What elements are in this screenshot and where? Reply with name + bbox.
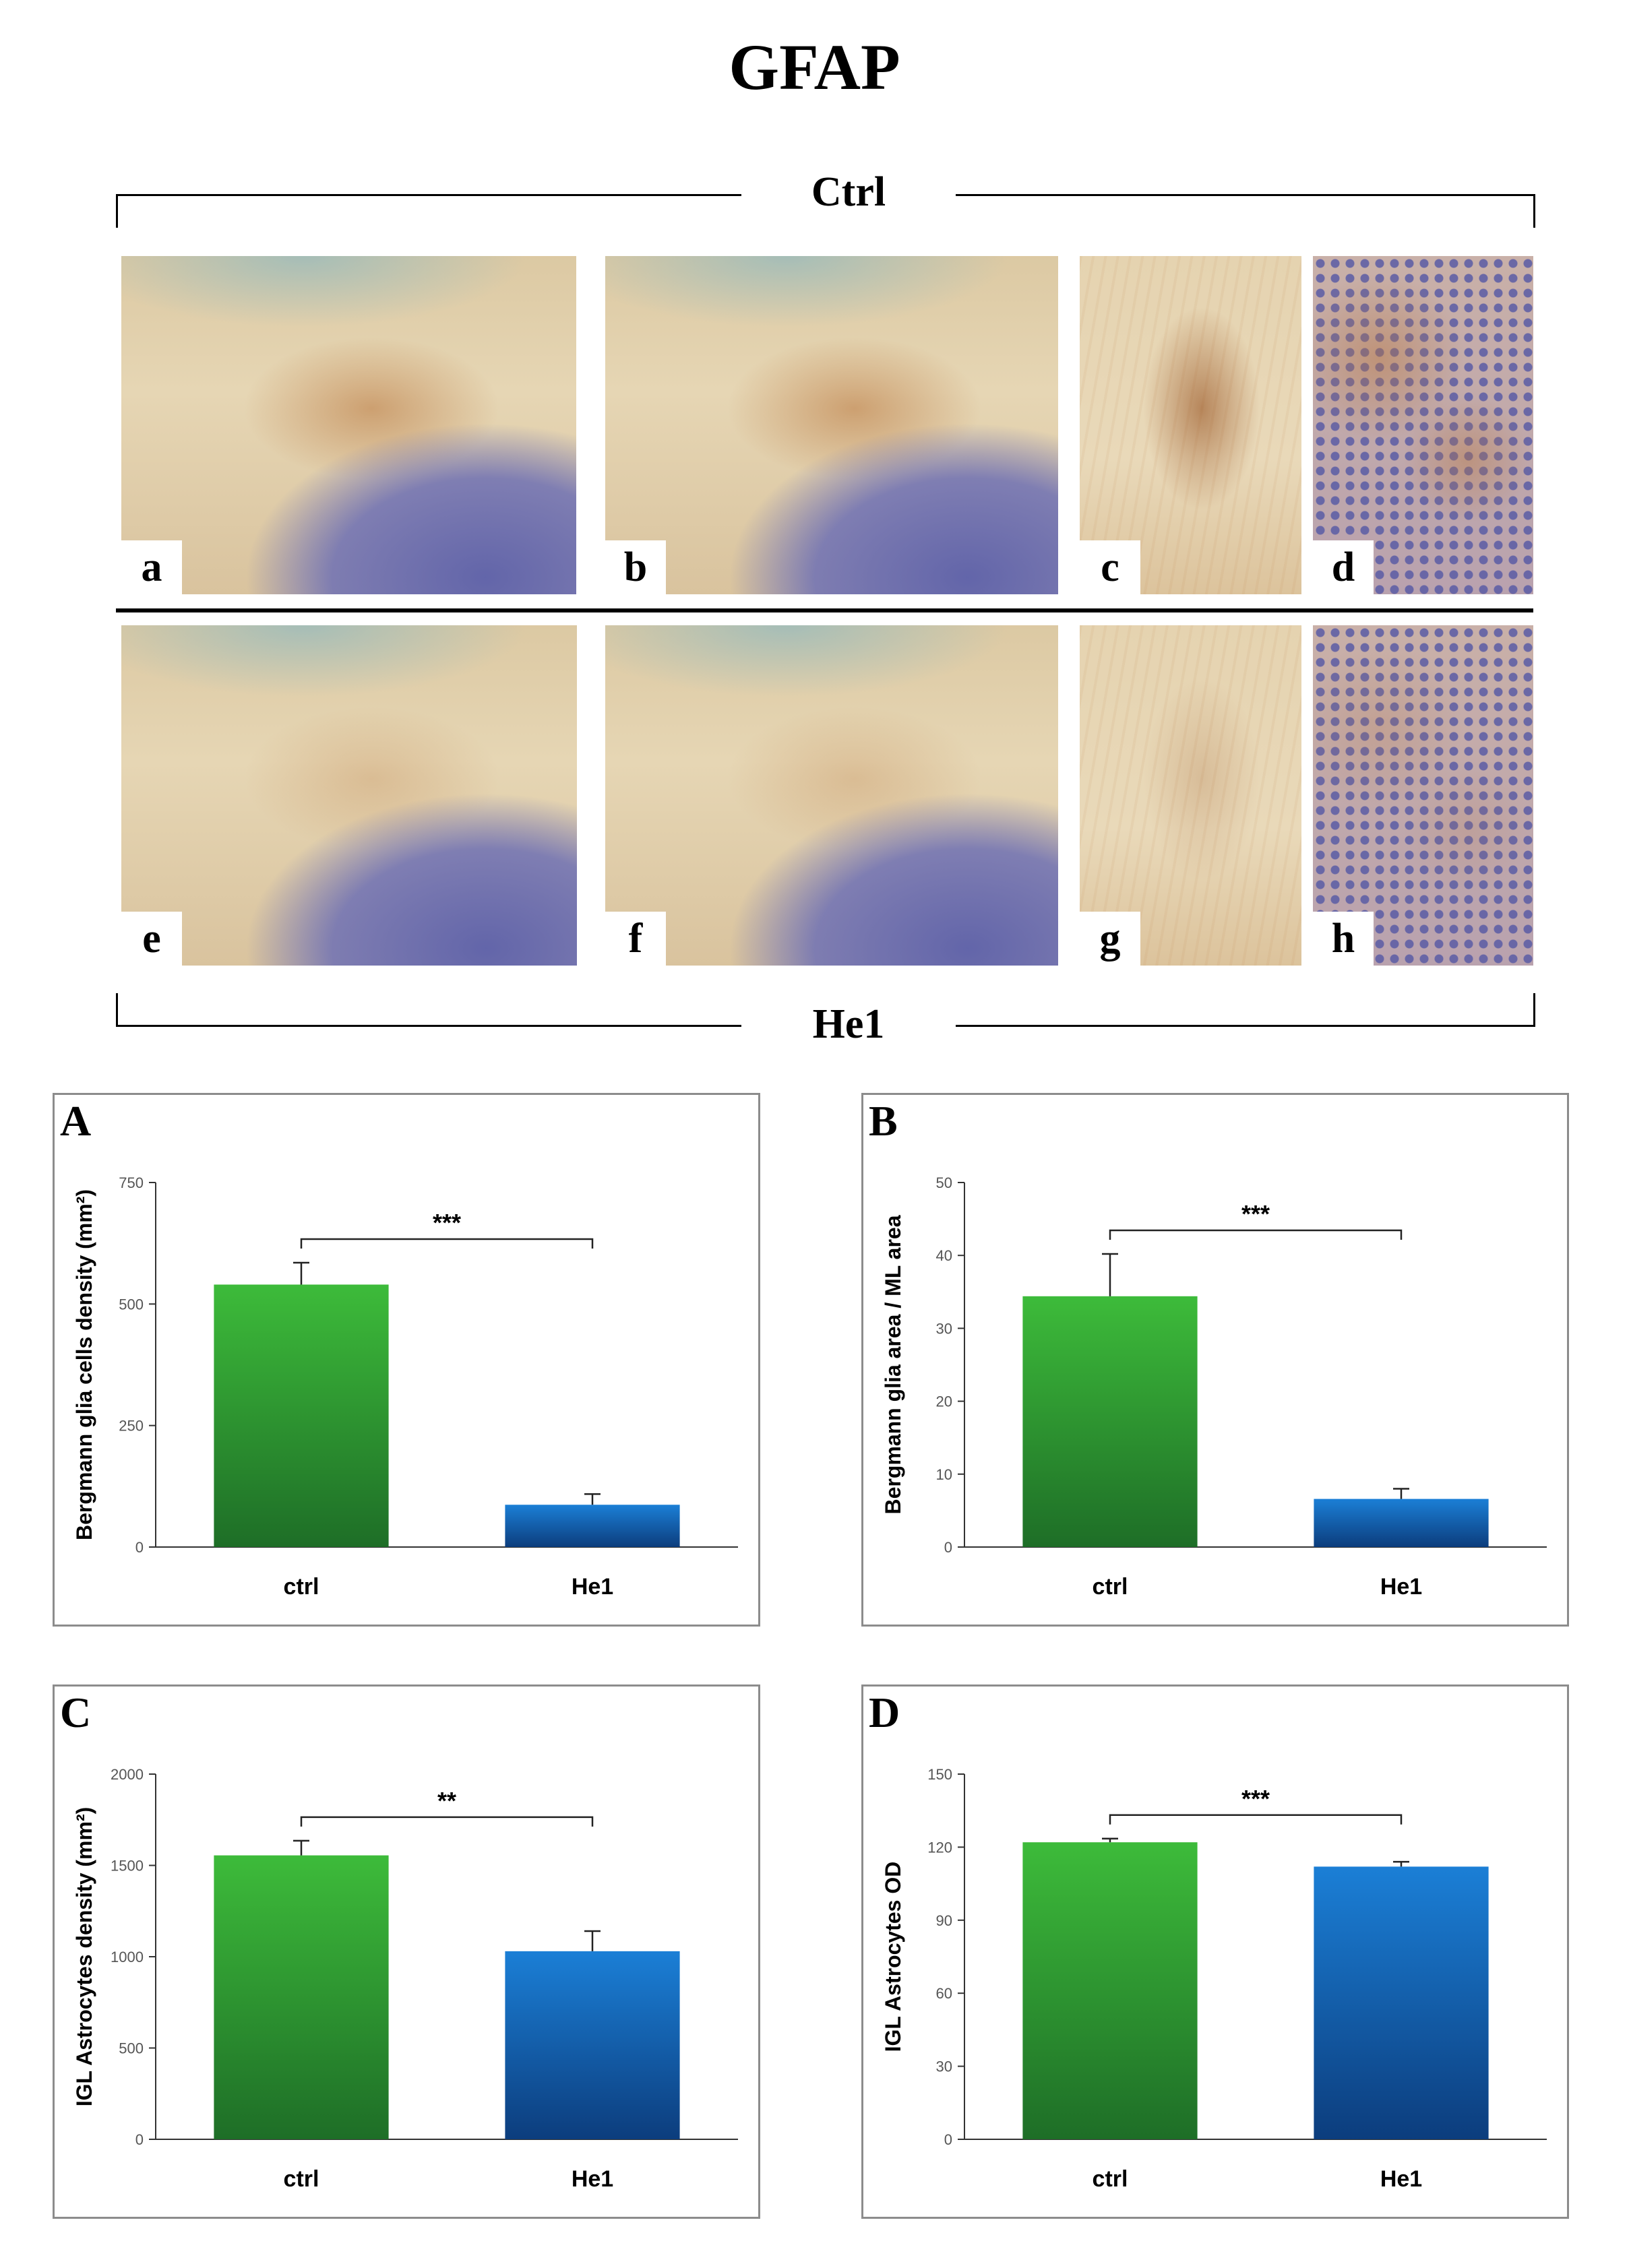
significance-label: ***	[433, 1209, 461, 1236]
micrograph-h: h	[1313, 625, 1533, 966]
y-tick-label: 150	[927, 1766, 952, 1783]
significance-label: ***	[1241, 1785, 1270, 1813]
micrograph-image	[121, 256, 576, 594]
y-tick-label: 90	[936, 1912, 952, 1929]
chart-letter: B	[869, 1097, 898, 1145]
x-category-label: ctrl	[284, 2166, 319, 2192]
bar-ctrl	[1022, 1296, 1198, 1547]
panel-letter: c	[1080, 540, 1140, 594]
y-tick-label: 500	[119, 2040, 144, 2057]
y-tick-label: 60	[936, 1985, 952, 2002]
bar-He1	[505, 1951, 680, 2139]
micrograph-f: f	[605, 625, 1058, 966]
chart-panel-A: A 0 250 500 750 Bergmann glia cells density …	[53, 1093, 760, 1627]
bar-He1	[1314, 1866, 1489, 2139]
bar-He1	[1314, 1499, 1489, 1547]
y-axis-label: IGL Astrocytes density (mm²)	[72, 1807, 96, 2107]
y-tick-label: 0	[944, 2131, 952, 2148]
chart-panel-C: C 0 500 1000 1500 2000 IGL Astrocytes density…	[53, 1684, 760, 2219]
y-axis-label: Bergmann glia cells density (mm²)	[72, 1189, 96, 1540]
chart-letter: A	[60, 1097, 92, 1145]
panel-letter: a	[121, 540, 182, 594]
he1-group-label: He1	[741, 1001, 956, 1048]
micrograph-image	[605, 256, 1058, 594]
panel-letter: f	[605, 912, 666, 966]
y-tick-label: 30	[936, 2058, 952, 2075]
panel-letter: g	[1080, 912, 1140, 966]
significance-bracket	[300, 1238, 594, 1249]
micrograph-image	[1313, 256, 1533, 594]
bar-ctrl	[214, 1284, 389, 1547]
panel-letter: h	[1313, 912, 1374, 966]
significance-bracket	[300, 1816, 594, 1827]
bar-chart: 0 250 500 750 Bergmann glia cells density (m…	[72, 1174, 738, 1600]
significance-label: ***	[1241, 1200, 1270, 1228]
bar-chart: 0 500 1000 1500 2000 IGL Astrocytes density (…	[72, 1766, 738, 2192]
y-tick-label: 20	[936, 1393, 952, 1410]
y-tick-label: 250	[119, 1418, 144, 1435]
chart-panel-D: D 0 30 60 90 120 150 IGL Astrocytes OD ctrl He1 *…	[861, 1684, 1569, 2219]
chart-panel-B: B 0 10 20 30 40 50 Bergmann glia area / ML are…	[861, 1093, 1569, 1627]
y-tick-label: 50	[936, 1174, 952, 1191]
row-divider	[116, 608, 1533, 612]
significance-bracket	[1109, 1229, 1403, 1240]
micrograph-a: a	[121, 256, 576, 594]
y-tick-label: 40	[936, 1247, 952, 1264]
micrograph-image	[1313, 625, 1533, 966]
significance-label: **	[437, 1787, 456, 1815]
y-tick-label: 0	[135, 2131, 144, 2148]
bar-He1	[505, 1505, 680, 1547]
y-tick-label: 1000	[111, 1949, 144, 1965]
y-tick-label: 0	[944, 1539, 952, 1556]
micrograph-image	[605, 625, 1058, 966]
chart-letter: C	[60, 1689, 92, 1736]
x-category-label: He1	[1380, 1574, 1422, 1600]
y-tick-label: 1500	[111, 1858, 144, 1875]
ctrl-group-label: Ctrl	[741, 168, 956, 216]
micrograph-e: e	[121, 625, 577, 966]
x-category-label: He1	[1380, 2166, 1422, 2192]
panel-letter: b	[605, 540, 666, 594]
micrograph-b: b	[605, 256, 1058, 594]
micrograph-d: d	[1313, 256, 1533, 594]
x-category-label: He1	[572, 2166, 613, 2192]
panel-letter: d	[1313, 540, 1374, 594]
x-category-label: He1	[572, 1574, 613, 1600]
micrograph-image	[1080, 256, 1301, 594]
y-tick-label: 750	[119, 1174, 144, 1191]
y-tick-label: 10	[936, 1466, 952, 1483]
y-tick-label: 2000	[111, 1766, 144, 1783]
y-axis-label: IGL Astrocytes OD	[881, 1862, 905, 2052]
micrograph-image	[121, 625, 577, 966]
x-category-label: ctrl	[1093, 1574, 1128, 1600]
micrograph-g: g	[1080, 625, 1301, 966]
y-axis-label: Bergmann glia area / ML area	[881, 1215, 905, 1514]
significance-bracket	[1109, 1814, 1403, 1825]
y-tick-label: 30	[936, 1320, 952, 1337]
y-tick-label: 500	[119, 1296, 144, 1313]
bar-ctrl	[214, 1855, 389, 2139]
x-category-label: ctrl	[1093, 2166, 1128, 2192]
bar-ctrl	[1022, 1842, 1198, 2139]
x-category-label: ctrl	[284, 1574, 319, 1600]
figure-title: GFAP	[729, 31, 900, 103]
panel-letter: e	[121, 912, 182, 966]
bar-chart: 0 10 20 30 40 50 Bergmann glia area / ML area c…	[881, 1174, 1547, 1600]
micrograph-image	[1080, 625, 1301, 966]
chart-letter: D	[869, 1689, 900, 1736]
y-tick-label: 0	[135, 1539, 144, 1556]
y-tick-label: 120	[927, 1839, 952, 1856]
micrograph-c: c	[1080, 256, 1301, 594]
bar-chart: 0 30 60 90 120 150 IGL Astrocytes OD ctrl He1 ***	[881, 1766, 1547, 2192]
